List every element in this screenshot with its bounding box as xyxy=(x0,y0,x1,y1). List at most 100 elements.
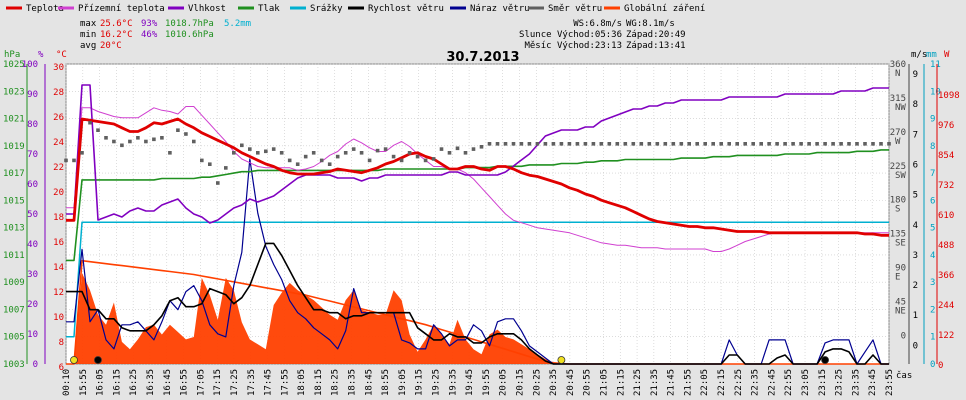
tick-time: 00:10 xyxy=(62,369,72,396)
tick-degc: 20 xyxy=(53,188,64,198)
wind-dir-point xyxy=(623,142,628,146)
wind-dir-point xyxy=(279,151,284,155)
info-right: WG:8.1m/s xyxy=(626,19,675,29)
moonrise-marker xyxy=(821,356,829,364)
stat-label: max xyxy=(80,19,97,29)
tick-time: 22:05 xyxy=(700,369,710,396)
tick-dir-label: S xyxy=(895,205,900,215)
tick-ms: 9 xyxy=(913,70,918,80)
wind-dir-point xyxy=(631,142,636,146)
info-left: WS:6.8m/s xyxy=(573,19,622,29)
stat-hum: 46% xyxy=(141,30,158,40)
tick-time: 20:55 xyxy=(583,369,593,396)
wind-dir-point xyxy=(695,142,699,146)
wind-dir-point xyxy=(783,142,787,146)
legend-label: Srážky xyxy=(310,4,343,14)
stat-temp: 25.6°C xyxy=(100,19,133,29)
tick-time: 21:05 xyxy=(599,369,609,396)
tick-dir-deg: 180 xyxy=(890,196,906,206)
wind-dir-point xyxy=(144,139,148,144)
axis-unit-pct: % xyxy=(38,50,44,60)
tick-time: 16:15 xyxy=(112,369,122,396)
tick-hpa: 1015 xyxy=(3,196,25,206)
wind-dir-point xyxy=(847,142,851,146)
wind-dir-point xyxy=(671,142,676,146)
wind-dir-point xyxy=(128,139,132,144)
wind-dir-point xyxy=(719,142,723,146)
legend-label: Vlhkost xyxy=(188,4,226,14)
tick-time: 20:15 xyxy=(515,369,525,396)
tick-ms: 3 xyxy=(913,251,918,261)
wind-dir-point xyxy=(791,142,795,146)
wind-dir-point xyxy=(431,157,436,161)
wind-dir-point xyxy=(591,142,596,146)
tick-time: 23:25 xyxy=(835,369,845,396)
tick-time: 15:55 xyxy=(79,369,89,396)
tick-time: 22:15 xyxy=(717,369,727,396)
wind-dir-point xyxy=(743,142,747,146)
legend-label: Tlak xyxy=(258,4,280,14)
tick-pct: 60 xyxy=(27,180,38,190)
tick-time: 18:15 xyxy=(314,369,324,396)
tick-time: 19:25 xyxy=(432,369,442,396)
tick-w: 976 xyxy=(938,121,954,131)
tick-mm: 9 xyxy=(930,115,935,125)
wind-dir-point xyxy=(335,154,340,159)
tick-time: 16:55 xyxy=(180,369,190,396)
tick-degc: 10 xyxy=(53,313,64,323)
tick-degc: 14 xyxy=(53,263,64,273)
stat-temp: 20°C xyxy=(100,41,122,51)
tick-time: 21:55 xyxy=(683,369,693,396)
tick-pct: 20 xyxy=(27,300,38,310)
tick-mm: 0 xyxy=(930,360,935,370)
info-right: Západ:13:41 xyxy=(626,41,686,51)
legend-label: Směr větru xyxy=(548,4,602,14)
wind-dir-point xyxy=(527,142,532,146)
tick-degc: 18 xyxy=(53,213,64,223)
tick-pct: 70 xyxy=(27,150,38,160)
tick-time: 17:05 xyxy=(196,369,206,396)
wind-dir-point xyxy=(807,142,811,146)
tick-time: 21:45 xyxy=(667,369,677,396)
tick-pct: 30 xyxy=(27,270,38,280)
tick-time: 22:45 xyxy=(767,369,777,396)
wind-dir-point xyxy=(200,158,204,163)
wind-dir-point xyxy=(639,142,644,146)
wind-dir-point xyxy=(351,147,356,151)
tick-time: 17:25 xyxy=(230,369,240,396)
tick-ms: 6 xyxy=(913,160,918,170)
wind-dir-point xyxy=(120,143,124,148)
tick-time: 18:45 xyxy=(364,369,374,396)
tick-mm: 11 xyxy=(930,60,941,70)
wind-dir-point xyxy=(567,142,572,146)
stat-rain: 5.2mm xyxy=(224,19,251,29)
wind-dir-point xyxy=(871,142,875,146)
wind-dir-point xyxy=(439,147,444,151)
info-left: Slunce Východ:05:36 xyxy=(519,30,622,40)
tick-w: 244 xyxy=(938,301,954,311)
wind-dir-point xyxy=(887,142,891,146)
tick-time: 20:35 xyxy=(549,369,559,396)
wind-dir-point xyxy=(160,136,164,140)
wind-dir-point xyxy=(543,142,548,146)
tick-time: 20:25 xyxy=(532,369,542,396)
tick-dir-deg: 360 xyxy=(890,60,906,70)
wind-dir-point xyxy=(559,142,564,146)
humidity-line xyxy=(66,84,889,224)
tick-w: 1098 xyxy=(938,91,960,101)
tick-degc: 8 xyxy=(59,338,64,348)
chart-title: 30.7.2013 xyxy=(446,50,519,65)
wind-dir-point xyxy=(703,142,707,146)
wind-dir-point xyxy=(232,151,236,155)
wind-dir-point xyxy=(96,128,100,132)
tick-dir-deg: 270 xyxy=(890,128,906,138)
temperature-line xyxy=(66,117,889,237)
wind-dir-point xyxy=(455,146,460,151)
tick-w: 488 xyxy=(938,241,954,251)
stat-press: 1018.7hPa xyxy=(165,19,214,29)
wind-dir-point xyxy=(823,142,827,146)
wind-dir-point xyxy=(863,142,867,146)
tick-time: 19:15 xyxy=(415,369,425,396)
tick-time: 23:55 xyxy=(885,369,895,396)
tick-ms: 1 xyxy=(913,311,918,321)
